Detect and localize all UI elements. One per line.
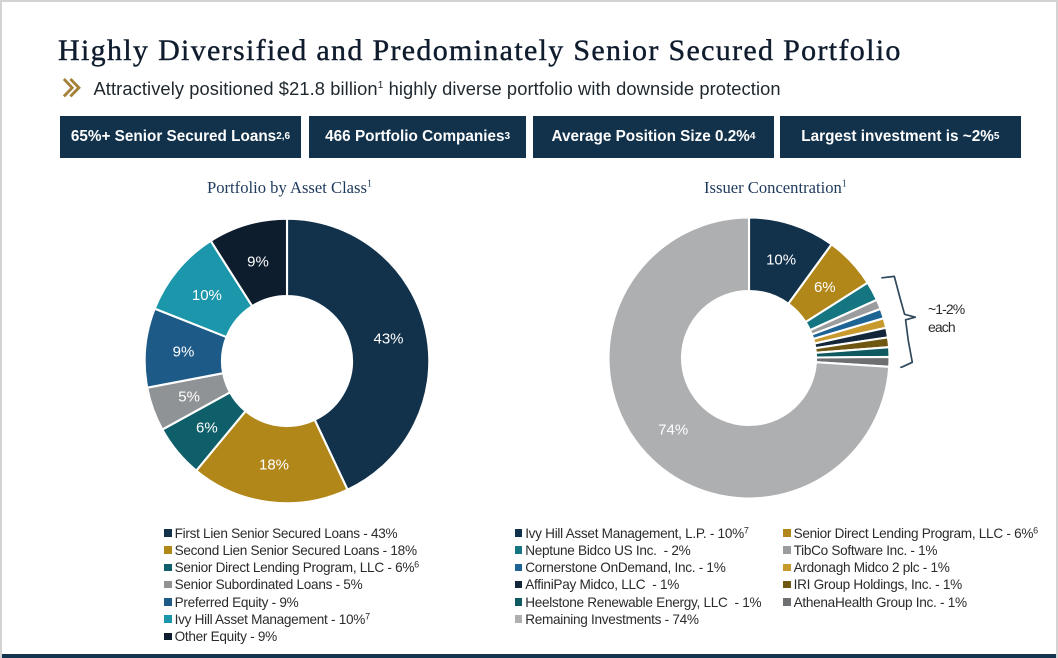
svg-text:5%: 5% xyxy=(178,389,200,406)
svg-text:6%: 6% xyxy=(814,279,836,296)
svg-text:10%: 10% xyxy=(766,251,796,268)
svg-text:43%: 43% xyxy=(373,331,403,348)
svg-text:74%: 74% xyxy=(658,421,688,438)
svg-text:18%: 18% xyxy=(259,456,289,473)
svg-text:6%: 6% xyxy=(196,420,218,437)
svg-text:10%: 10% xyxy=(192,287,222,304)
svg-text:9%: 9% xyxy=(247,253,269,270)
svg-text:9%: 9% xyxy=(173,344,195,361)
